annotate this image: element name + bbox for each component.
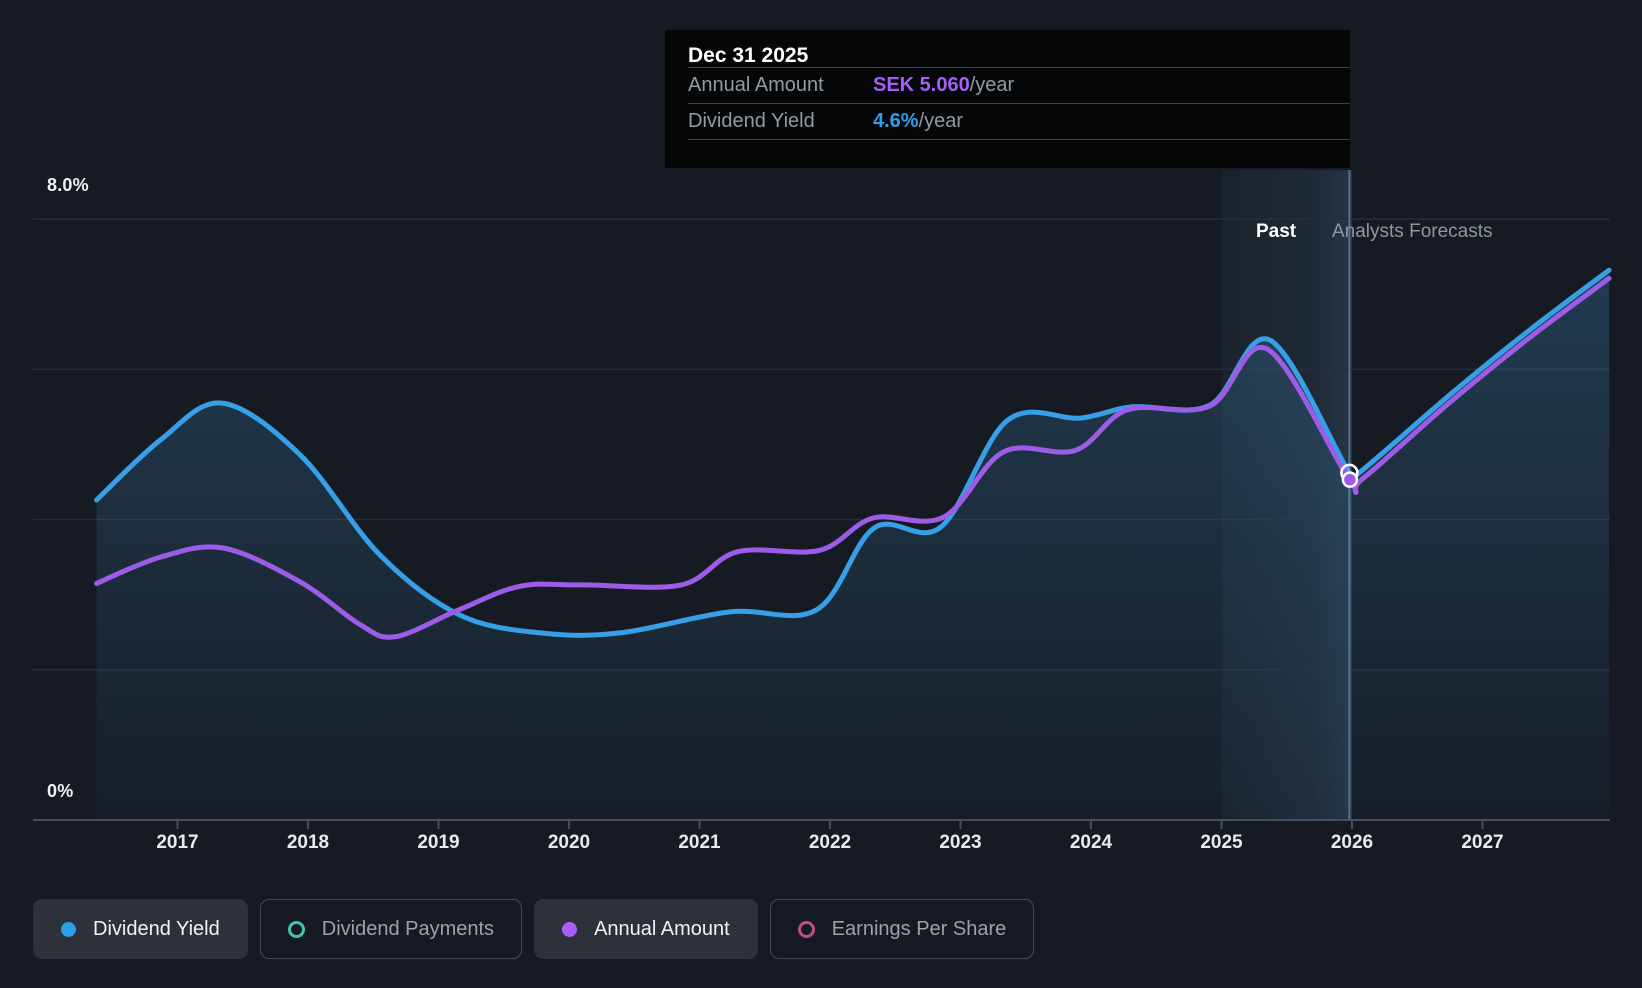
tooltip-row-suffix: /year [918, 110, 964, 132]
x-label-2024: 2024 [1069, 832, 1113, 853]
marker-annual-amount [1341, 471, 1359, 488]
x-label-2019: 2019 [417, 832, 460, 853]
tooltip-row-label: Dividend Yield [688, 110, 815, 132]
legend-annual-amount[interactable]: Annual Amount [534, 899, 758, 959]
forecast-zone-label: Analysts Forecasts [1332, 221, 1493, 242]
tooltip-row-dividend-yield: Dividend Yield 4.6%/year [688, 103, 1350, 139]
legend-ring-dot-icon [797, 920, 815, 938]
tooltip-row-suffix: /year [969, 74, 1015, 96]
past-zone-label: Past [1256, 221, 1297, 242]
tooltip-row-value: 4.6% [873, 110, 919, 132]
chart-legend: Dividend Yield Dividend Payments Annual Am… [33, 899, 1035, 959]
y-axis-bottom-label: 0% [47, 781, 74, 801]
tooltip-row-annual-amount: Annual Amount SEK 5.060/year [688, 67, 1350, 103]
tooltip-row-value: SEK 5.060 [873, 74, 970, 96]
x-label-2025: 2025 [1200, 832, 1243, 853]
area-fill-dividend-yield [96, 270, 1610, 821]
legend-ring-dot-icon [287, 920, 305, 938]
x-label-2017: 2017 [156, 832, 199, 853]
x-label-2018: 2018 [286, 832, 330, 853]
x-label-2027: 2027 [1461, 832, 1504, 853]
legend-label: Earnings Per Share [831, 917, 1007, 940]
y-axis-top-label: 8.0% [47, 175, 89, 195]
x-label-2022: 2022 [808, 832, 852, 853]
tooltip-date: Dec 31 2025 [688, 44, 809, 67]
legend-earnings-per-share[interactable]: Earnings Per Share [769, 899, 1035, 959]
legend-dividend-yield[interactable]: Dividend Yield [33, 899, 248, 959]
chart-tooltip: Dec 31 2025 Annual Amount SEK 5.060/year D… [665, 30, 1350, 168]
x-label-2023: 2023 [939, 832, 982, 853]
x-label-2020: 2020 [547, 832, 591, 853]
legend-label: Dividend Payments [321, 917, 495, 940]
legend-label: Dividend Yield [93, 917, 220, 940]
tooltip-row-label: Annual Amount [688, 74, 824, 96]
legend-dividend-payments[interactable]: Dividend Payments [259, 899, 523, 959]
legend-filled-dot-icon [562, 921, 578, 937]
line-annual-amount [94, 275, 1612, 640]
x-label-2026: 2026 [1330, 832, 1374, 853]
legend-filled-dot-icon [61, 921, 76, 937]
legend-label: Annual Amount [594, 917, 730, 940]
x-label-2021: 2021 [678, 832, 721, 853]
